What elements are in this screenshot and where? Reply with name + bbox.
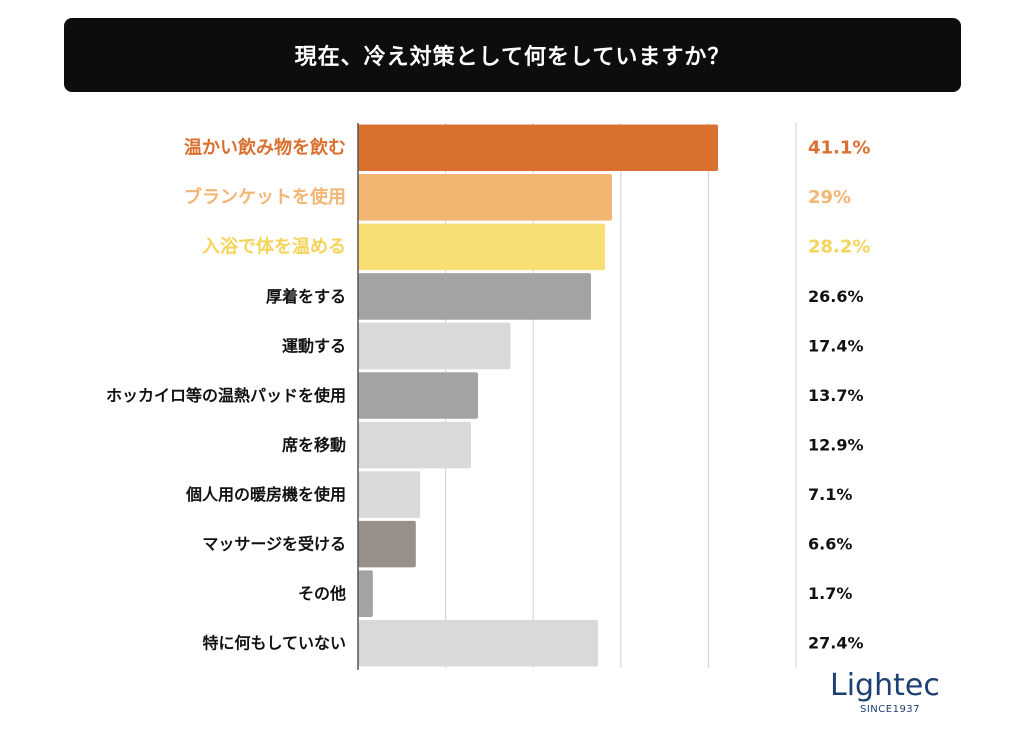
value-label: 12.9%	[808, 436, 864, 455]
logo-since: SINCE1937	[860, 704, 921, 715]
category-label: ホッカイロ等の温熱パッドを使用	[106, 386, 346, 405]
value-label: 26.6%	[808, 287, 864, 306]
bar	[358, 471, 421, 518]
chart-title-bar: 現在、冷え対策として何をしていますか？	[64, 18, 961, 92]
value-label: 29%	[808, 187, 851, 208]
value-label: 27.4%	[808, 634, 864, 653]
bar	[358, 124, 719, 172]
category-label: ブランケットを使用	[184, 186, 346, 208]
value-label: 41.1%	[808, 137, 870, 158]
value-label: 13.7%	[808, 386, 864, 405]
category-label: 個人用の暖房機を使用	[185, 485, 346, 504]
lightec-logo: Lightec SINCE1937	[830, 668, 950, 718]
bar	[358, 619, 599, 667]
category-label: 運動する	[282, 336, 346, 355]
category-label: マッサージを受ける	[202, 535, 346, 554]
category-label: 入浴で体を温める	[202, 235, 346, 257]
bar	[358, 273, 592, 320]
value-label: 17.4%	[808, 336, 864, 355]
bar	[358, 372, 479, 419]
value-label: 6.6%	[808, 535, 852, 554]
category-label: 厚着をする	[266, 287, 346, 306]
bar	[358, 223, 606, 271]
category-label: その他	[298, 584, 346, 603]
bar	[358, 322, 511, 370]
bar	[358, 570, 373, 617]
category-label: 温かい飲み物を飲む	[184, 136, 346, 158]
bar	[358, 174, 613, 221]
chart-title: 現在、冷え対策として何をしていますか？	[294, 45, 731, 70]
category-label: 席を移動	[282, 436, 346, 455]
value-label: 7.1%	[808, 485, 852, 504]
bar	[358, 421, 472, 469]
value-label: 1.7%	[808, 584, 852, 603]
bar	[358, 520, 416, 568]
logo-wordmark: Lightec	[830, 668, 940, 703]
value-label: 28.2%	[808, 236, 870, 257]
category-label: 特に何もしていない	[202, 634, 346, 653]
